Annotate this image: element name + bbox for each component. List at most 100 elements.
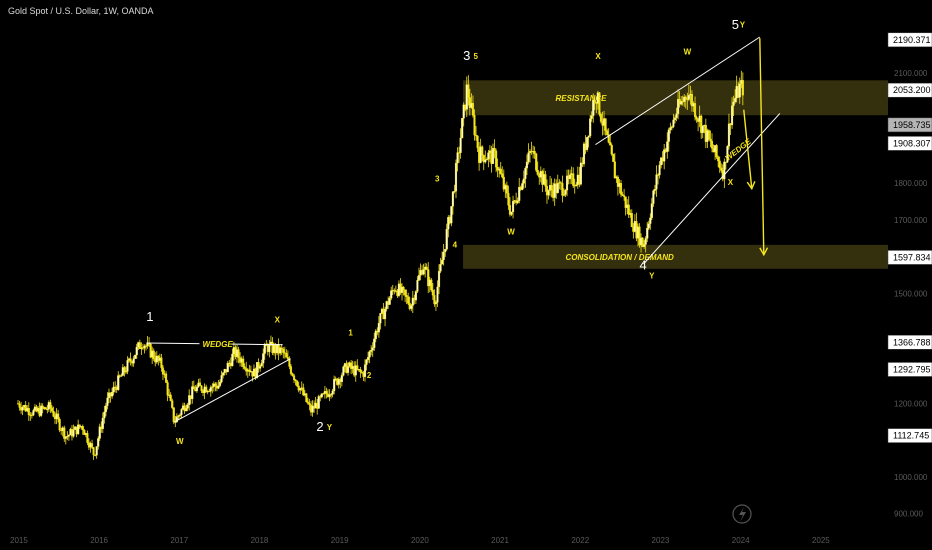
candle-body [641,237,644,247]
candle-body [311,405,314,413]
candle-body [77,424,80,435]
candle-body [111,392,114,397]
candle-body [451,191,454,207]
y-tick-label: 2100.000 [894,69,928,78]
candle-body [656,174,660,176]
candle-body [453,191,456,193]
candle-body [350,362,353,369]
candle-body [367,357,370,361]
candle-body [342,366,345,376]
candle-body [388,298,391,305]
candle-body [222,372,225,376]
candle-body [416,280,419,292]
candle-body [417,275,421,281]
candle-body [27,407,30,416]
candle-body [565,175,569,191]
candle-body [672,119,675,127]
candle-body [218,381,222,386]
candle-body [684,96,687,100]
candle-body [78,424,81,428]
candle-body [643,244,646,247]
candle-body [368,351,371,358]
candle-body [63,427,66,439]
candle-body [462,104,465,119]
candle-body [260,362,263,367]
candle-body [727,123,731,147]
candle-body [129,358,132,362]
candle-body [67,434,70,437]
y-tick-label: 1700.000 [894,216,928,225]
candle-body [360,371,363,374]
candle-body [83,429,86,435]
wave-sublabel: 5 [474,52,479,61]
candle-body [723,161,726,180]
price-box [887,335,932,350]
candle-body [205,386,208,393]
candle-body [379,313,382,324]
x-tick-label: 2020 [411,536,429,545]
price-box [887,250,932,265]
zone-band [463,80,888,116]
tv-logo-icon[interactable] [732,504,752,524]
candle-body [30,414,33,416]
candle-body [561,183,564,196]
candle-body [214,383,217,387]
y-tick-label: 1500.000 [894,289,928,298]
candle-body [717,156,720,162]
candle-body [188,395,191,406]
candle-body [445,229,448,250]
x-axis: 2015 2016 2017 2018 2019 2020 2021 2022 2023 2024… [10,536,830,545]
candle-body [289,366,293,374]
candle-body [177,415,180,417]
candles-layer [16,70,744,460]
candle-body [21,407,24,411]
candle-body [66,436,69,438]
candle-body [103,411,106,419]
price-box [887,428,932,443]
candle-body [322,393,325,395]
candle-body [280,347,283,350]
candle-body [599,114,603,122]
candle-body [667,129,670,142]
candle-body [97,438,100,447]
x-tick-label: 2024 [732,536,750,545]
candle-body [283,352,286,354]
candle-body [135,346,138,356]
candle-body [564,190,567,195]
candle-body [726,146,729,163]
candle-body [606,130,609,136]
candle-body [550,184,553,191]
candle-body [32,410,35,416]
x-tick-label: 2015 [10,536,28,545]
y-tick-label: 1800.000 [894,179,928,188]
candle-body [191,386,194,400]
candle-body [447,217,450,230]
candle-body [693,103,697,118]
projection-arrow-head [759,247,769,257]
wedge-label-bg [199,339,232,350]
candle-body [328,394,331,397]
wave-sublabel: X [595,52,601,61]
candle-body [231,353,234,367]
wave-sublabel: Y [740,20,746,29]
candle-body [613,161,616,179]
y-tick-label: 900.000 [894,510,923,519]
candle-body [655,174,658,190]
candle-body [411,297,414,306]
candle-body [50,407,53,412]
wave-sublabel: Y [327,423,333,432]
candle-body [208,390,211,393]
candle-body [40,405,43,416]
candle-body [741,80,744,96]
candle-body [200,385,203,391]
candle-body [450,206,453,224]
wave-label: 3 [463,48,470,63]
candle-body [46,409,49,411]
candle-body [690,93,693,107]
x-tick-label: 2022 [571,536,589,545]
candle-body [444,249,447,253]
wave-sublabel: W [507,228,515,237]
candle-body [305,393,308,403]
